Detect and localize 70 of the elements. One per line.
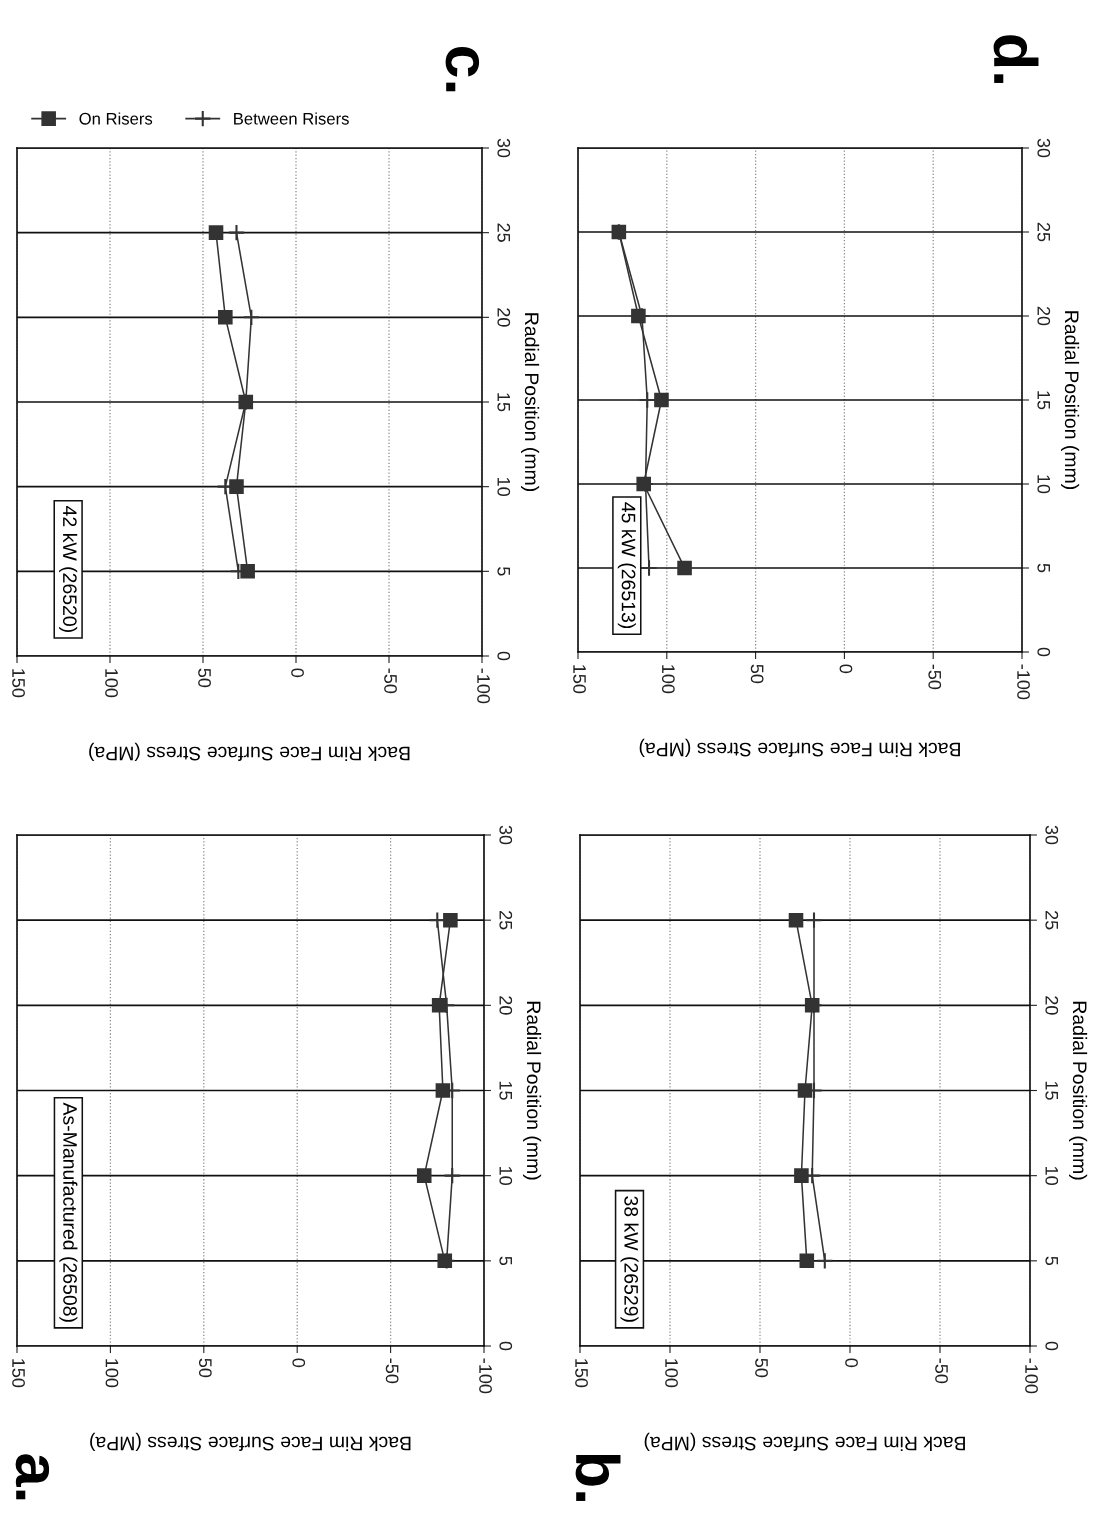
x-tick-label: -50 [385, 1358, 399, 1384]
text: 38 kW (26529) [620, 1196, 639, 1322]
x-tick-label: -100 [479, 1358, 492, 1394]
y-tick-label: 25 [499, 911, 513, 930]
y-tick-label: 15 [497, 393, 510, 412]
text: d. [993, 35, 1039, 83]
text: c. [445, 46, 480, 92]
x-tick-label: -50 [384, 668, 397, 694]
legend-label: On Risers [79, 112, 153, 125]
y-tick-label: 10 [1045, 1167, 1059, 1185]
x-tick-label: 0 [291, 668, 304, 678]
y-tick-label: 25 [1045, 911, 1059, 930]
x-tick-label: 50 [750, 664, 764, 684]
x-tick-label: 150 [12, 669, 25, 698]
y-tick-label: 25 [1037, 222, 1051, 242]
x-tick-label: 100 [661, 665, 675, 694]
y-tick-label: 20 [497, 308, 511, 327]
x-axis-title: Back Rim Face Surface Stress (MPa) [639, 738, 960, 757]
x-tick-label: -100 [1017, 664, 1030, 700]
x-tick-label: 0 [839, 664, 853, 674]
y-tick-label: 15 [1045, 1081, 1058, 1100]
x-tick-label: 150 [573, 665, 586, 694]
y-tick-label: 15 [499, 1081, 512, 1100]
y-tick-label: 30 [497, 138, 511, 158]
x-axis-title: Back Rim Face Surface Stress (MPa) [89, 742, 410, 761]
x-tick-label: 150 [12, 1359, 25, 1388]
y-tick-label: 10 [499, 1167, 513, 1185]
y-tick-label: 25 [497, 223, 511, 242]
text: 42 kW (26520) [59, 506, 78, 632]
x-tick-label: 0 [292, 1358, 306, 1368]
y-tick-label: 20 [1037, 306, 1051, 326]
y-tick-label: 30 [499, 825, 513, 845]
y-tick-label: 20 [499, 996, 513, 1015]
x-tick-label: -100 [1025, 1358, 1038, 1394]
y-tick-label: 0 [1045, 1341, 1059, 1351]
legend-label: Between Risers [234, 112, 349, 125]
text: As-Manufactured (26508) [59, 1102, 78, 1322]
text: a. [15, 1454, 50, 1500]
y-tick-label: 15 [1037, 391, 1050, 410]
x-axis-title: Back Rim Face Surface Stress (MPa) [90, 1432, 411, 1451]
y-tick-label: 5 [1045, 1256, 1058, 1266]
x-tick-label: 50 [755, 1358, 768, 1378]
y-tick-label: 10 [497, 478, 511, 496]
x-tick-label: 0 [845, 1358, 858, 1368]
y-tick-label: 0 [497, 651, 511, 661]
y-axis-title: Radial Position (mm) [523, 1001, 542, 1180]
y-tick-label: 5 [499, 1256, 512, 1266]
y-tick-label: 10 [1037, 475, 1051, 494]
y-tick-label: 5 [497, 567, 510, 576]
x-tick-label: -50 [928, 664, 942, 690]
y-tick-label: 5 [1037, 563, 1050, 573]
x-tick-label: 100 [105, 669, 118, 698]
text: b. [575, 1454, 621, 1501]
y-axis-title: Radial Position (mm) [1069, 1001, 1088, 1180]
y-axis-title: Radial Position (mm) [521, 313, 540, 492]
text: 45 kW (26513) [617, 502, 636, 629]
y-tick-label: 20 [1045, 996, 1059, 1015]
x-tick-label: 100 [105, 1359, 119, 1388]
y-tick-label: 0 [499, 1341, 513, 1351]
y-tick-label: 0 [1037, 647, 1051, 657]
y-tick-label: 30 [1037, 138, 1051, 158]
x-tick-label: 50 [198, 668, 211, 688]
x-tick-label: -50 [935, 1358, 948, 1384]
x-axis-title: Back Rim Face Surface Stress (MPa) [644, 1432, 965, 1451]
y-tick-label: 30 [1045, 825, 1059, 845]
x-tick-label: 100 [665, 1359, 678, 1388]
x-tick-label: -100 [477, 668, 490, 704]
x-tick-label: 50 [198, 1358, 212, 1378]
y-axis-title: Radial Position (mm) [1061, 311, 1080, 490]
x-tick-label: 150 [575, 1359, 588, 1388]
